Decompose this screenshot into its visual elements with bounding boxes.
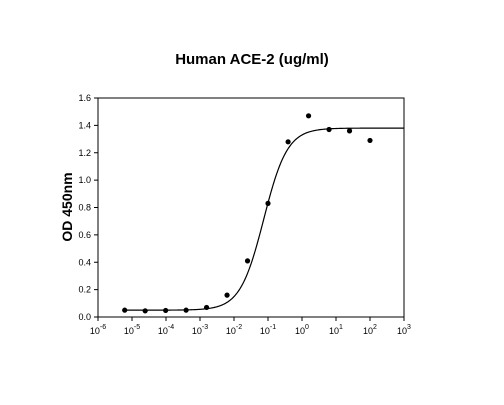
plot-frame [97,97,405,318]
data-point [183,307,189,313]
y-tick-label: 0.8 [78,203,91,213]
x-tick-base: 10 [90,326,100,336]
y-tick-label: 1.2 [78,148,91,158]
x-tick-base: 10 [226,326,236,336]
data-point [122,307,128,313]
x-tick-label: 10-3 [192,324,208,336]
data-point [346,128,353,134]
y-tick-label: 1.0 [78,175,91,185]
data-point [367,137,373,144]
x-tick-exponent: -5 [134,324,140,331]
data-point [305,113,312,119]
data-point [326,126,332,133]
data-point [203,304,210,311]
x-tick-label: 10-2 [226,324,242,336]
x-tick-exponent: -2 [236,324,242,331]
x-tick-base: 10 [363,326,373,336]
data-points [122,113,373,314]
x-tick-label: 100 [295,324,309,336]
y-tick-label: 0.0 [78,312,91,322]
x-tick-base: 10 [397,326,407,336]
x-tick-exponent: -6 [100,324,106,331]
x-tick-exponent: -1 [270,324,276,331]
x-tick-base: 10 [158,326,168,336]
x-tick-exponent: -3 [202,324,208,331]
data-point [142,308,148,314]
y-tick-label: 0.2 [78,285,91,295]
y-tick-label: 1.6 [78,93,91,103]
x-axis-ticks: 10-6 10-5 10-4 10-3 10-2 10-1 100 101 102 103 [90,317,411,336]
y-tick-label: 1.4 [78,120,91,130]
x-tick-exponent: 0 [305,324,309,331]
data-point [244,258,251,264]
data-point [224,292,230,298]
x-tick-label: 10-5 [124,324,140,336]
y-axis-ticks: 0.0 0.2 0.4 0.6 0.8 1.0 1.2 1.4 1.6 [78,93,98,322]
x-tick-label: 101 [329,324,343,336]
x-tick-exponent: 3 [407,324,411,331]
data-point [285,139,291,145]
data-point [163,307,169,314]
x-tick-label: 10-1 [260,324,276,336]
x-tick-label: 102 [363,324,377,336]
x-tick-base: 10 [329,326,339,336]
x-tick-base: 10 [260,326,270,336]
x-tick-base: 10 [192,326,202,336]
y-axis-label: OD 450nm [59,172,75,241]
y-tick-label: 0.6 [78,230,91,240]
x-tick-exponent: 2 [373,324,377,331]
x-tick-base: 10 [295,326,305,336]
x-tick-label: 10-4 [158,324,174,336]
x-tick-exponent: 1 [339,324,343,331]
x-tick-label: 10-6 [90,324,106,336]
chart-title: Human ACE-2 (ug/ml) [175,51,329,68]
x-tick-label: 103 [397,324,411,336]
x-tick-base: 10 [124,326,134,336]
y-tick-label: 0.4 [78,257,91,267]
x-tick-exponent: -4 [168,324,174,331]
fit-curve [124,127,404,311]
data-point [265,200,271,206]
